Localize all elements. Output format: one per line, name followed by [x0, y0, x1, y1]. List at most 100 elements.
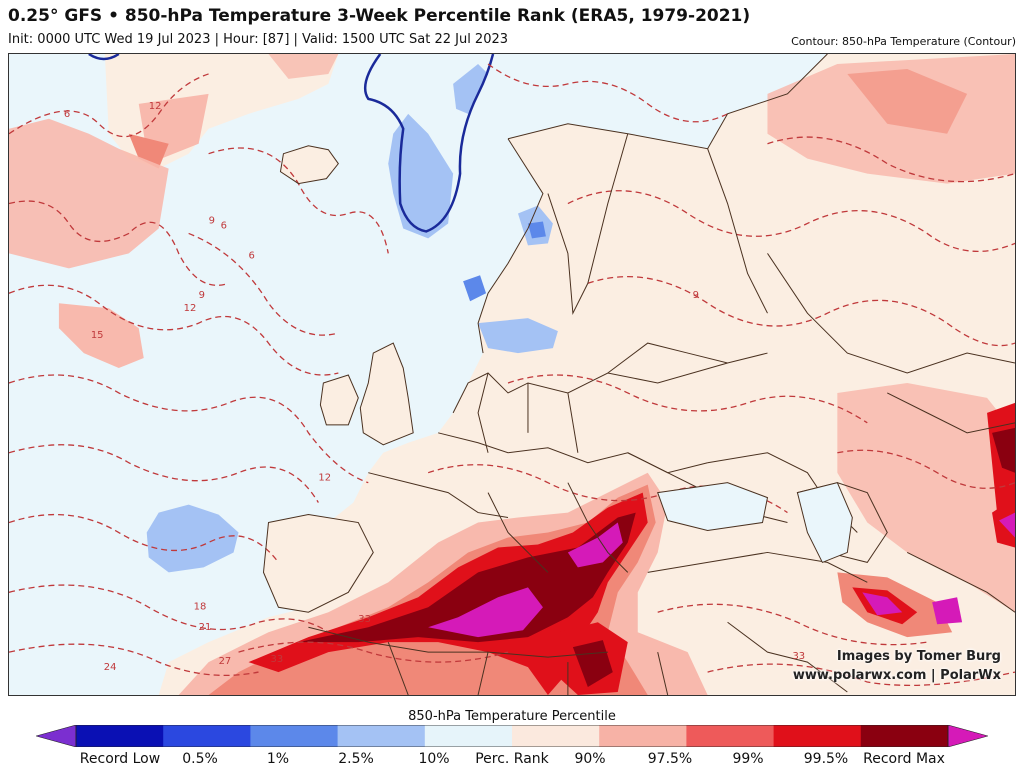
warm-anomaly-north [268, 54, 339, 79]
border-line [308, 626, 608, 658]
contour-label-text: 9 [199, 290, 205, 301]
border-line [767, 253, 1015, 374]
border-line [279, 145, 339, 185]
extreme-anomaly-east-edge [992, 427, 1015, 473]
border-line [477, 372, 489, 453]
colorbar-tick-label: 97.5% [647, 751, 693, 767]
border-line [387, 641, 409, 695]
cool-anomaly-norwegian-sea [388, 113, 454, 239]
contour-line [9, 374, 369, 484]
contour-line [707, 663, 1015, 686]
extreme-anomaly-mediterranean [298, 512, 636, 643]
colorbar-segment [686, 725, 775, 747]
contour-line [9, 73, 209, 138]
contour-label-text: 27 [219, 656, 232, 667]
border-line [567, 392, 579, 453]
record-max-algeria [428, 587, 543, 638]
contour-label-text: 12 [318, 473, 331, 484]
colorbar [36, 725, 988, 747]
contour-label-text: 21 [199, 622, 212, 633]
chart-subtitle: Init: 0000 UTC Wed 19 Jul 2023 | Hour: [… [8, 32, 509, 47]
colorbar-tick-labels: Record Low 0.5% 1% 2.5% 10% Perc. Rank 90% 97.5… [0, 751, 1024, 773]
border-line [906, 551, 1015, 613]
border-line [707, 148, 768, 314]
colorbar-tick-label: 0.5% [182, 751, 218, 767]
border-line [657, 652, 669, 695]
cold-contour-norwegian-sea [364, 54, 495, 233]
colorbar-segment [250, 725, 339, 747]
map-panel: 6 6 6 9 9 9 12 12 12 15 18 21 24 27 33 3… [8, 53, 1016, 696]
border-line [647, 551, 868, 583]
border-line [477, 138, 544, 354]
contour-label-text: 6 [249, 250, 255, 261]
landmass-eurasia [158, 54, 1015, 695]
cold-contour-northwest [88, 54, 120, 61]
landmass-iceland [280, 145, 339, 184]
colorbar-segment [163, 725, 251, 747]
colorbar-segment [860, 725, 949, 747]
colorbar-tick-label: Record Max [863, 751, 945, 767]
contour-line [657, 603, 928, 646]
contour-label-text: 33 [358, 614, 371, 625]
contour-line [487, 63, 728, 123]
border-line [262, 514, 374, 613]
country-borders [262, 54, 1015, 695]
colorbar-segment [773, 725, 862, 747]
colorbar-segment [599, 725, 687, 747]
black-sea [657, 482, 769, 532]
warm-anomaly-labrador [9, 118, 169, 269]
colorbar-tick-label: 10% [418, 751, 450, 767]
colorbar-segment [947, 725, 988, 747]
contour-line [9, 444, 319, 503]
colorbar-segment [512, 725, 600, 747]
record-max-middle-east [862, 592, 903, 616]
cool-anomaly-arctic [453, 63, 489, 114]
contour-labels: 6 6 6 9 9 9 12 12 12 15 18 21 24 27 33 3… [64, 101, 805, 673]
contour-line [567, 190, 1015, 253]
colorbar-tick-label: 99.5% [803, 751, 849, 767]
border-line [368, 472, 509, 519]
contour-line [9, 513, 279, 563]
contour-label-text: 12 [184, 303, 197, 314]
contour-line [208, 147, 389, 254]
landmass-iberia [263, 514, 374, 613]
contour-label-text: 6 [64, 109, 70, 120]
contour-label-text: 15 [91, 330, 104, 341]
contour-line [507, 374, 868, 424]
colorbar-tick-label: 1% [266, 751, 290, 767]
border-line [887, 392, 1015, 434]
border-line [359, 342, 414, 446]
caspian-sea [796, 482, 853, 564]
credit-website: www.polarwx.com | PolarWx [792, 668, 1001, 683]
colorbar-segment [337, 725, 426, 747]
warm-anomaly-greenland-core [128, 133, 169, 169]
record-max-balkans [567, 522, 623, 568]
border-line [487, 492, 549, 573]
cool25-anomaly-sweden [527, 221, 546, 239]
map-canvas: 6 6 6 9 9 9 12 12 12 15 18 21 24 27 33 3… [9, 54, 1015, 695]
border-line [567, 482, 629, 573]
border-line [319, 374, 359, 426]
contour-label-text: 18 [194, 601, 207, 612]
contour-line [9, 584, 329, 633]
cool-anomaly-baltic [478, 318, 558, 354]
temperature-contours [9, 63, 1015, 686]
cool-anomaly-azores [146, 504, 239, 573]
contour-label-text: 33 [792, 651, 805, 662]
colorbar-tick-label: 90% [574, 751, 606, 767]
border-line [607, 342, 768, 374]
contour-label-text: 33 [270, 654, 283, 665]
contour-label-text: 9 [693, 290, 699, 301]
contour-line [9, 643, 259, 677]
contour-line [837, 449, 1015, 489]
contour-line [238, 641, 509, 663]
contour-line [9, 200, 229, 286]
chart-title: 0.25° GFS • 850-hPa Temperature 3-Week P… [8, 6, 751, 26]
contour-label-text: 6 [221, 220, 227, 231]
record-max-east-edge [999, 512, 1015, 538]
colorbar-segment [36, 725, 77, 747]
warm-anomaly-caucasus [837, 382, 1015, 613]
extreme-anomaly-libya [572, 640, 613, 688]
colorbar-tick-label: 2.5% [338, 751, 374, 767]
contour-line [587, 275, 1015, 347]
